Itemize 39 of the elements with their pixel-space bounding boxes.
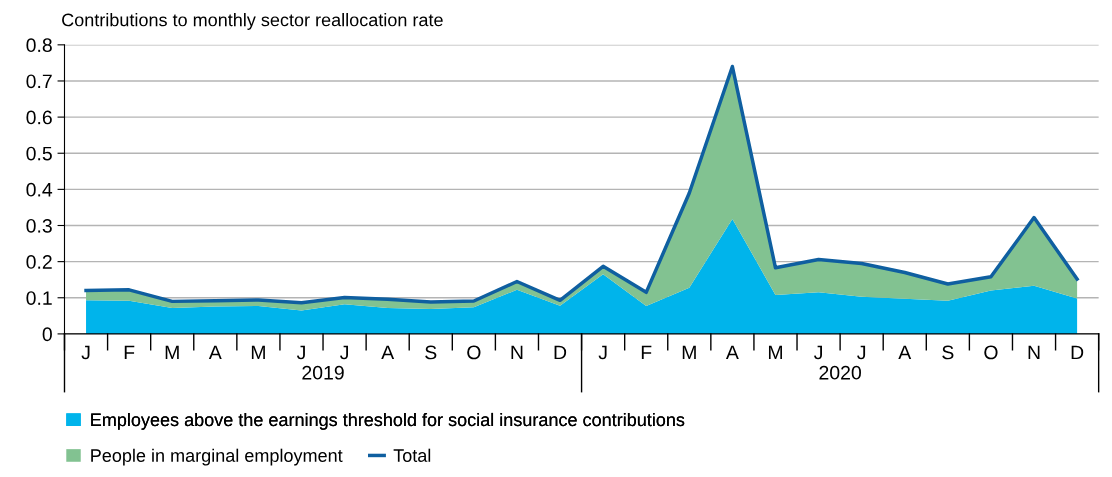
- x-tick-label: F: [641, 345, 652, 360]
- x-tick-label: M: [251, 345, 265, 360]
- x-tick-label: M: [768, 345, 782, 360]
- y-tick-label: 0.7: [26, 74, 52, 89]
- y-tick-label: 0.3: [26, 218, 52, 233]
- x-tick-label: D: [554, 345, 567, 360]
- x-tick-label: A: [208, 345, 222, 360]
- x-tick-label: F: [124, 345, 135, 360]
- text: 2020: [819, 365, 861, 380]
- chart-title: Contributions to monthly sector reallocation rate: [62, 13, 443, 30]
- x-tick-label: D: [1071, 345, 1084, 360]
- x-tick-label: A: [725, 345, 739, 360]
- x-tick-label: A: [381, 345, 395, 360]
- y-tick-label: 0.4: [26, 182, 53, 197]
- y-tick-label: 0.6: [26, 110, 52, 125]
- y-tick-label: 0: [42, 327, 52, 342]
- x-tick-label: J: [857, 345, 866, 360]
- y-tick-label: 0.1: [26, 291, 52, 305]
- x-tick-label: J: [296, 345, 305, 360]
- x-tick-label: M: [682, 345, 696, 360]
- y-tick-label: 0.5: [26, 146, 52, 161]
- x-tick-label: J: [340, 345, 348, 360]
- x-tick-label: N: [1028, 345, 1040, 360]
- text: 2019: [302, 365, 344, 380]
- legend-label: Employees above the earnings threshold for social insurance contributions: [91, 412, 685, 430]
- x-tick-label: O: [984, 345, 998, 360]
- x-tick-label: J: [814, 345, 822, 360]
- y-tick-label: 0.2: [26, 255, 52, 269]
- x-tick-label: S: [425, 345, 437, 360]
- legend-label: Total: [393, 448, 431, 462]
- x-tick-label: J: [598, 345, 607, 360]
- x-tick-label: S: [942, 345, 954, 360]
- y-tick-label: 0.8: [26, 38, 52, 53]
- x-tick-label: N: [511, 345, 523, 360]
- x-tick-label: J: [81, 345, 90, 360]
- x-tick-label: M: [165, 345, 179, 360]
- legend-label: People in marginal employment: [91, 448, 343, 466]
- x-tick-label: A: [898, 345, 912, 360]
- x-tick-label: O: [467, 345, 481, 360]
